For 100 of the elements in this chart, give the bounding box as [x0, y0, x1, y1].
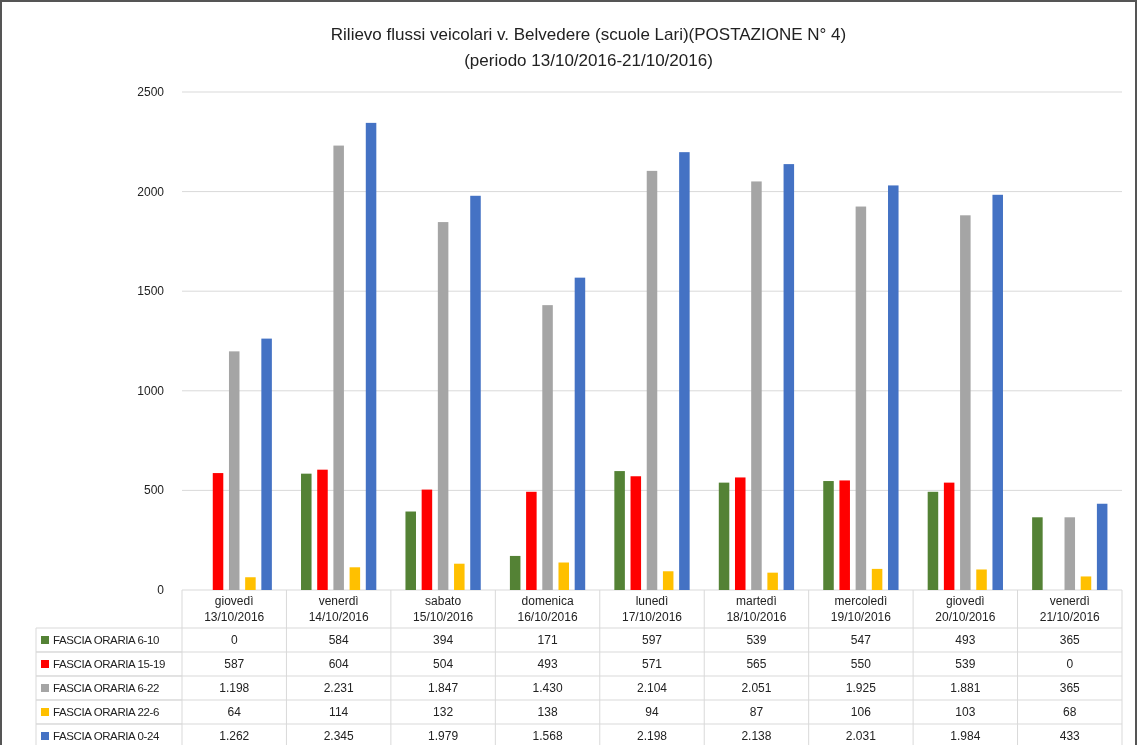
data-label: 1.925 [845, 681, 877, 695]
data-label: 64 [227, 705, 242, 719]
bar [943, 482, 955, 590]
data-label: 1.262 [219, 729, 250, 743]
data-label: 103 [955, 705, 976, 719]
data-label: 0 [230, 633, 238, 647]
bar [960, 215, 971, 590]
chart-subtitle: (periodo 13/10/2016-21/10/2016) [464, 51, 713, 70]
data-label: 584 [328, 633, 349, 647]
x-tick-label: venerdì 21/10/2016 [1039, 594, 1101, 624]
x-tick-label: giovedì 13/10/2016 [204, 594, 265, 624]
bar [767, 572, 778, 590]
data-label: 2.345 [323, 729, 355, 743]
data-label: 587 [224, 657, 245, 671]
bar [405, 511, 416, 590]
bar [679, 152, 690, 590]
data-label: 504 [433, 657, 454, 671]
data-label: 597 [641, 633, 663, 647]
data-label: 539 [746, 633, 767, 647]
legend-label: FASCIA ORARIA 22-6 [53, 706, 159, 718]
data-label: 1.984 [950, 729, 981, 743]
bar [1096, 503, 1108, 590]
bar [317, 469, 328, 590]
bar [718, 482, 730, 590]
bar [823, 481, 834, 590]
data-label: 2.138 [741, 729, 772, 743]
data-label: 1.847 [428, 681, 459, 695]
bar [421, 489, 433, 590]
data-label: 106 [850, 705, 872, 719]
bar [212, 473, 224, 590]
bar [1064, 517, 1076, 590]
bar [301, 473, 312, 590]
y-tick-label: 500 [143, 483, 165, 498]
data-label: 604 [328, 657, 349, 671]
bar [662, 571, 674, 590]
data-label: 132 [433, 705, 454, 719]
data-label: 550 [850, 657, 872, 671]
data-label: 565 [746, 657, 767, 671]
bar [646, 170, 658, 590]
data-label: 2.198 [636, 729, 668, 743]
data-label: 1.568 [532, 729, 563, 743]
bar [437, 222, 449, 590]
y-tick-label: 1000 [137, 383, 165, 398]
y-tick-label: 2500 [137, 85, 165, 99]
data-label: 394 [433, 633, 454, 647]
data-label: 68 [1063, 705, 1077, 719]
bar [839, 480, 850, 590]
bar [855, 206, 867, 590]
data-label: 1.430 [532, 681, 563, 695]
data-label: 365 [1059, 633, 1081, 647]
bar [888, 185, 899, 590]
data-label: 2.231 [323, 681, 355, 695]
bar [542, 305, 553, 590]
x-tick-label: domenica 16/10/2016 [517, 594, 578, 624]
bar [365, 122, 377, 590]
y-tick-label: 1500 [137, 284, 165, 299]
data-label: 571 [641, 657, 663, 671]
data-label: 493 [537, 657, 558, 671]
bar [1032, 517, 1043, 590]
data-label: 1.198 [219, 681, 250, 695]
chart-title: Rilievo flussi veicolari v. Belvedere (scuole Lari)(POSTAZIONE N° 4) [330, 25, 847, 44]
y-tick-label: 0 [157, 583, 165, 597]
x-tick-label: venerdì 14/10/2016 [308, 594, 370, 624]
bar [574, 277, 586, 590]
x-tick-label: giovedì 20/10/2016 [935, 594, 996, 624]
data-label: 1.881 [950, 681, 981, 695]
x-tick-label: martedì 18/10/2016 [726, 594, 787, 624]
data-label: 433 [1059, 729, 1081, 743]
data-label: 171 [537, 633, 558, 647]
bar [783, 164, 795, 590]
bar [245, 577, 256, 590]
bar [558, 562, 570, 590]
bar [454, 563, 465, 590]
data-label: 2.104 [636, 681, 668, 695]
data-label: 138 [537, 705, 558, 719]
y-tick-label: 2000 [137, 184, 165, 199]
legend-label: FASCIA ORARIA 6-22 [53, 682, 159, 694]
data-label: 0 [1066, 657, 1074, 671]
bar [1080, 576, 1092, 590]
data-label: 493 [955, 633, 976, 647]
x-tick-label: lunedì 17/10/2016 [621, 594, 683, 624]
x-tick-label: mercoledì 19/10/2016 [830, 594, 892, 624]
bar [349, 567, 361, 590]
legend-label: FASCIA ORARIA 0-24 [53, 730, 160, 742]
bar [871, 568, 883, 590]
bar [261, 338, 272, 590]
data-label: 2.051 [741, 681, 772, 695]
bar [927, 491, 939, 590]
x-tick-label: sabato 15/10/2016 [413, 594, 474, 624]
bar [630, 476, 642, 590]
data-label: 87 [749, 705, 764, 719]
bar [976, 569, 987, 590]
bar [228, 351, 240, 590]
bar [333, 145, 344, 590]
data-label: 94 [645, 705, 659, 719]
legend-label: FASCIA ORARIA 6-10 [53, 634, 159, 646]
data-label: 1.979 [428, 729, 459, 743]
data-label: 539 [955, 657, 976, 671]
bar [751, 181, 762, 590]
data-label: 547 [850, 633, 872, 647]
